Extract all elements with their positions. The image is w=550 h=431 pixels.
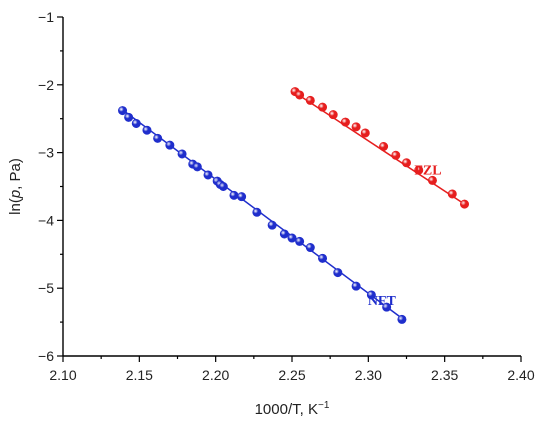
point-fzl xyxy=(379,141,389,151)
point-fzl xyxy=(305,95,315,105)
point-nft xyxy=(131,118,141,128)
x-axis-title: 1000/T, K−1 xyxy=(255,400,330,418)
y-tick-label: −1 xyxy=(38,9,54,25)
y-tick-label: −4 xyxy=(38,212,54,228)
y-tick-label: −6 xyxy=(38,348,54,364)
point-fzl xyxy=(427,175,437,185)
point-nft xyxy=(351,281,361,291)
point-nft xyxy=(218,182,228,192)
point-fzl xyxy=(401,158,411,168)
point-fzl xyxy=(391,150,401,160)
point-fzl xyxy=(414,165,424,175)
fit-lines xyxy=(122,90,468,320)
point-nft xyxy=(333,268,343,278)
y-tick-label: −3 xyxy=(38,145,54,161)
point-fzl xyxy=(447,189,457,199)
series-label-nft: NFT xyxy=(368,294,397,309)
point-fzl xyxy=(460,199,470,209)
point-nft xyxy=(305,243,315,253)
point-nft xyxy=(318,253,328,263)
point-nft xyxy=(397,314,407,324)
point-nft xyxy=(203,170,213,180)
data-points xyxy=(118,87,470,324)
series-labels: NFT FZL xyxy=(368,163,442,309)
point-nft xyxy=(267,220,277,230)
point-nft xyxy=(287,233,297,243)
x-tick-label: 2.30 xyxy=(355,367,382,383)
y-axis-title: ln(p, Pa) xyxy=(7,158,24,215)
point-nft xyxy=(124,112,134,122)
x-tick-label: 2.15 xyxy=(126,367,153,383)
y-tick-label: −2 xyxy=(38,77,54,93)
fit-line-nft xyxy=(122,109,404,320)
x-tick-label: 2.20 xyxy=(202,367,229,383)
point-nft xyxy=(177,149,187,159)
point-nft xyxy=(229,190,239,200)
x-tick-label: 2.10 xyxy=(49,367,76,383)
y-tick-label: −5 xyxy=(38,280,54,296)
point-nft xyxy=(118,106,128,116)
point-nft xyxy=(295,236,305,246)
series-label-fzl: FZL xyxy=(414,163,441,178)
point-nft xyxy=(252,207,262,217)
point-fzl xyxy=(328,110,338,120)
point-nft xyxy=(153,133,163,143)
point-fzl xyxy=(360,128,370,138)
point-nft xyxy=(142,125,152,135)
x-tick-label: 2.25 xyxy=(278,367,305,383)
point-nft xyxy=(279,229,289,239)
point-fzl xyxy=(340,117,350,127)
point-fzl xyxy=(295,90,305,100)
x-tick-label: 2.35 xyxy=(431,367,458,383)
point-nft xyxy=(237,192,247,202)
point-fzl xyxy=(318,102,328,112)
point-nft xyxy=(382,302,392,312)
point-fzl xyxy=(351,122,361,132)
axes: −6 −5 −4 −3 −2 −1 2.10 2.15 2.20 2.25 2.30 2.35 2.40 xyxy=(38,9,535,383)
point-nft xyxy=(366,290,376,300)
point-nft xyxy=(192,162,202,172)
x-tick-label: 2.40 xyxy=(507,367,534,383)
point-nft xyxy=(165,140,175,150)
